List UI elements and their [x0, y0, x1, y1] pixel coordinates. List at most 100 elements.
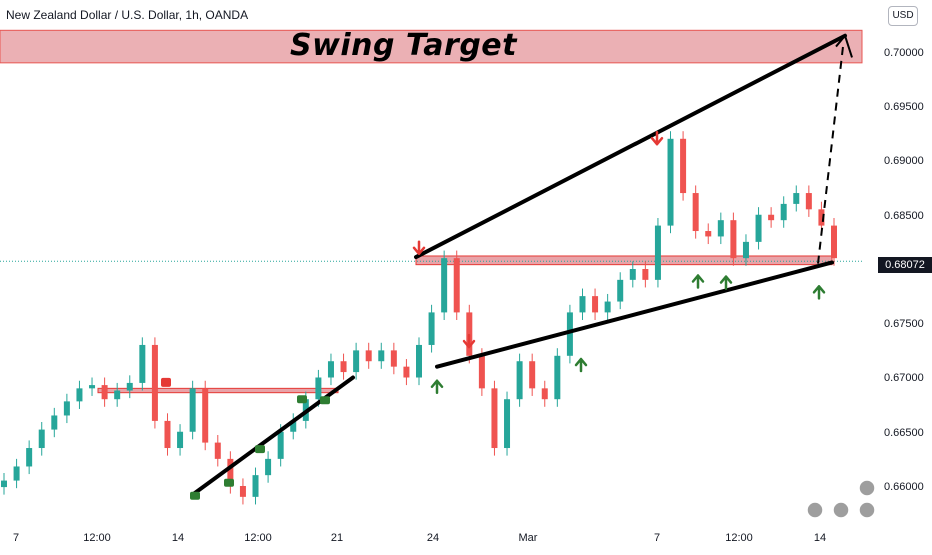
y-tick-label: 0.68500: [884, 210, 924, 222]
indicator-badge-icon: [858, 479, 876, 497]
candle-body: [202, 388, 209, 443]
x-tick-label: 7: [13, 532, 19, 544]
lower-wedge-line: [435, 260, 834, 369]
candle-body: [755, 214, 762, 242]
candle-body: [26, 448, 33, 467]
y-tick-label: 0.69000: [884, 155, 924, 167]
candle-body: [629, 269, 636, 280]
buy-marker: [224, 478, 234, 487]
candle-body: [89, 385, 96, 389]
candle-body: [378, 350, 385, 362]
candle-body: [126, 382, 133, 391]
buy-signal-arrow: [812, 285, 826, 300]
symbol-title: New Zealand Dollar / U.S. Dollar, 1h, OA…: [6, 8, 249, 22]
candle-body: [717, 220, 724, 237]
buy-marker: [297, 395, 307, 404]
candle-body: [579, 296, 586, 313]
candle-body: [151, 344, 158, 421]
candle-body: [818, 209, 825, 226]
candle-body: [541, 388, 548, 400]
sell-signal-arrow: [462, 333, 476, 349]
indicator-badge-icon: [858, 501, 876, 519]
candles: [1, 131, 837, 505]
buy-signal-arrow: [691, 274, 705, 289]
candle-body: [742, 241, 749, 259]
x-tick-label: 12:00: [244, 532, 272, 544]
x-tick-label: 14: [814, 532, 826, 544]
candle-body: [654, 225, 661, 280]
buy-signal-arrow: [719, 275, 733, 290]
candle-body: [529, 361, 536, 389]
candle-body: [1, 480, 7, 488]
swing-target-zone: [0, 29, 863, 64]
candle-body: [164, 420, 171, 449]
candle-body: [114, 390, 121, 400]
candle-body: [504, 399, 511, 449]
candle-body: [265, 458, 272, 476]
x-tick-label: 12:00: [83, 532, 111, 544]
y-tick-label: 0.70000: [884, 47, 924, 59]
x-tick-label: Mar: [519, 532, 538, 544]
candle-body: [403, 366, 410, 378]
projection-arrowhead: [835, 33, 853, 58]
y-tick-label: 0.69500: [884, 101, 924, 113]
x-tick-label: 24: [427, 532, 439, 544]
candle-body: [768, 214, 775, 221]
projection-dashed-line: [817, 46, 844, 264]
candle-body: [340, 361, 347, 373]
resistance-zone-left: [97, 387, 339, 394]
x-tick-label: 7: [654, 532, 660, 544]
candle-body: [239, 486, 246, 497]
candle-body: [453, 258, 460, 313]
sell-marker: [161, 377, 171, 387]
y-tick-label: 0.66500: [884, 427, 924, 439]
candle-body: [478, 355, 485, 389]
indicator-badge-icon: [806, 501, 824, 519]
candle-body: [390, 350, 397, 367]
candle-body: [51, 415, 58, 430]
y-tick-label: 0.66000: [884, 481, 924, 493]
upper-wedge-line: [414, 33, 847, 260]
candle-body: [38, 429, 45, 449]
candle-body: [730, 220, 737, 259]
candle-body: [554, 355, 561, 400]
currency-button[interactable]: USD: [888, 6, 918, 26]
candle-body: [642, 269, 649, 280]
candle-body: [667, 138, 674, 226]
candle-body: [566, 312, 573, 356]
candle-body: [516, 361, 523, 400]
candle-body: [252, 475, 259, 497]
candle-body: [76, 388, 83, 402]
candle-body: [604, 301, 611, 313]
x-tick-label: 14: [172, 532, 184, 544]
buy-marker: [190, 491, 200, 500]
swing-target-label: Swing Target: [290, 28, 517, 63]
candle-body: [491, 388, 498, 449]
candle-body: [831, 225, 837, 259]
candle-body: [327, 361, 334, 378]
candle-body: [63, 401, 70, 416]
current-price-label: 0.68072: [878, 257, 932, 273]
candle-body: [805, 193, 812, 210]
candle-body: [416, 344, 422, 378]
candle-body: [277, 431, 284, 459]
x-tick-label: 12:00: [725, 532, 753, 544]
x-tick-label: 21: [331, 532, 343, 544]
candle-body: [315, 377, 322, 400]
buy-marker: [320, 396, 330, 405]
candle-body: [177, 431, 184, 449]
candle-body: [13, 466, 20, 481]
candle-body: [353, 350, 360, 373]
sell-signal-arrow: [650, 130, 664, 146]
candle-body: [592, 296, 599, 313]
candle-body: [692, 193, 699, 232]
candle-body: [617, 279, 624, 302]
candle-body: [189, 388, 196, 432]
pivot-zone: [415, 255, 833, 266]
candle-body: [214, 442, 221, 459]
candle-body: [793, 193, 800, 204]
candle-body: [290, 420, 297, 432]
candle-body: [680, 138, 687, 194]
